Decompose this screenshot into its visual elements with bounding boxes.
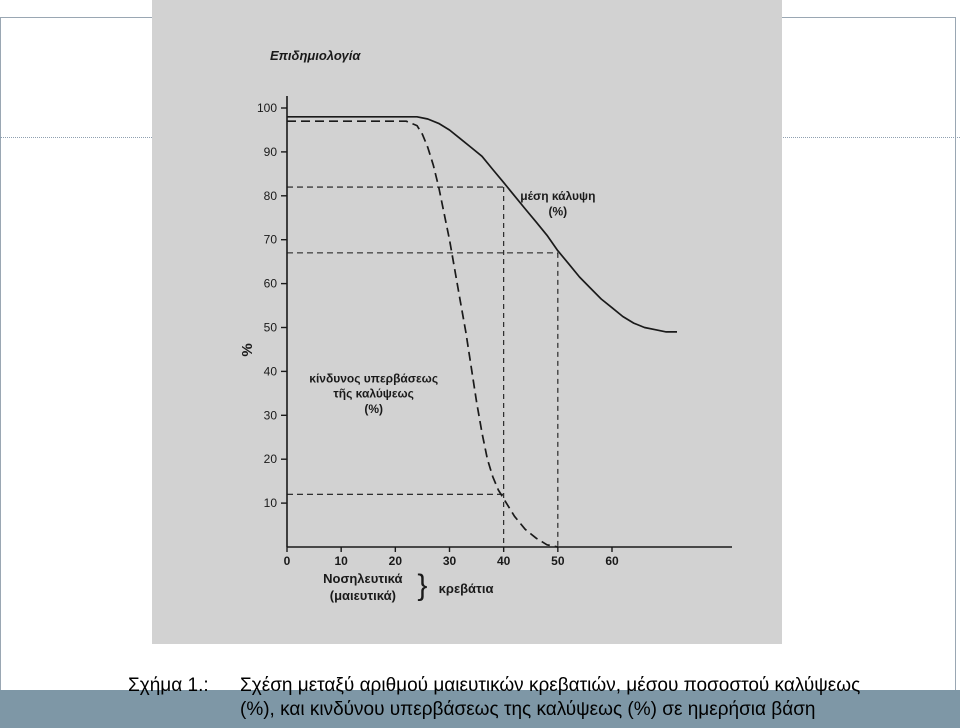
y-tick-label: 90 (264, 145, 278, 159)
chart-svg: Επιδημιολογία 10 20 30 40 50 60 70 80 90 100 0 10 20… (239, 48, 732, 603)
y-tick-label: 10 (264, 496, 278, 510)
series-label-mean-occupancy-line2: (%) (548, 205, 567, 219)
caption-line-1: Σχέση μεταξύ αριθμού μαιευτικών κρεβατιώ… (240, 675, 861, 696)
x-tick-label: 0 (284, 554, 291, 568)
y-tick-label: 30 (264, 408, 278, 422)
header-text: Επιδημιολογία (270, 48, 361, 63)
x-axis-brace: } (417, 569, 427, 602)
scanned-figure: Επιδημιολογία 10 20 30 40 50 60 70 80 90 100 0 10 20… (152, 0, 782, 644)
x-axis-label-line2: (μαιευτικά) (330, 588, 396, 603)
y-tick-label: 100 (257, 101, 277, 115)
y-tick-label: 50 (264, 321, 278, 335)
x-tick-label: 60 (605, 554, 619, 568)
series-label-exceed-risk-line1: κίνδυνος υπερβάσεως (309, 371, 438, 385)
x-tick-label: 20 (389, 554, 403, 568)
series-line-exceed-risk (287, 120, 558, 548)
y-axis-label: % (239, 343, 256, 356)
y-tick-label: 20 (264, 452, 278, 466)
x-tick-label: 10 (334, 554, 348, 568)
series-label-exceed-risk-line2: τῆς καλύψεως (333, 387, 414, 401)
series-label-mean-occupancy-line1: μέση κάλυψη (520, 189, 595, 203)
y-tick-label: 40 (264, 364, 278, 378)
y-tick-label: 60 (264, 277, 278, 291)
x-tick-label: 30 (443, 554, 457, 568)
caption-label: Σχήμα 1.: (128, 675, 209, 696)
x-tick-label: 40 (497, 554, 511, 568)
series-label-exceed-risk-line3: (%) (364, 402, 383, 416)
x-tick-label: 50 (551, 554, 565, 568)
caption-line-2: (%), και κινδύνου υπερβάσεως της καλύψεω… (240, 699, 816, 720)
series-line-mean-occupancy (287, 115, 677, 333)
y-tick-label: 80 (264, 189, 278, 203)
x-axis-unit-label: κρεβάτια (439, 581, 494, 596)
bottom-band (0, 690, 960, 728)
x-axis-label-line1: Νοσηλευτικά (323, 571, 402, 586)
y-tick-label: 70 (264, 233, 278, 247)
